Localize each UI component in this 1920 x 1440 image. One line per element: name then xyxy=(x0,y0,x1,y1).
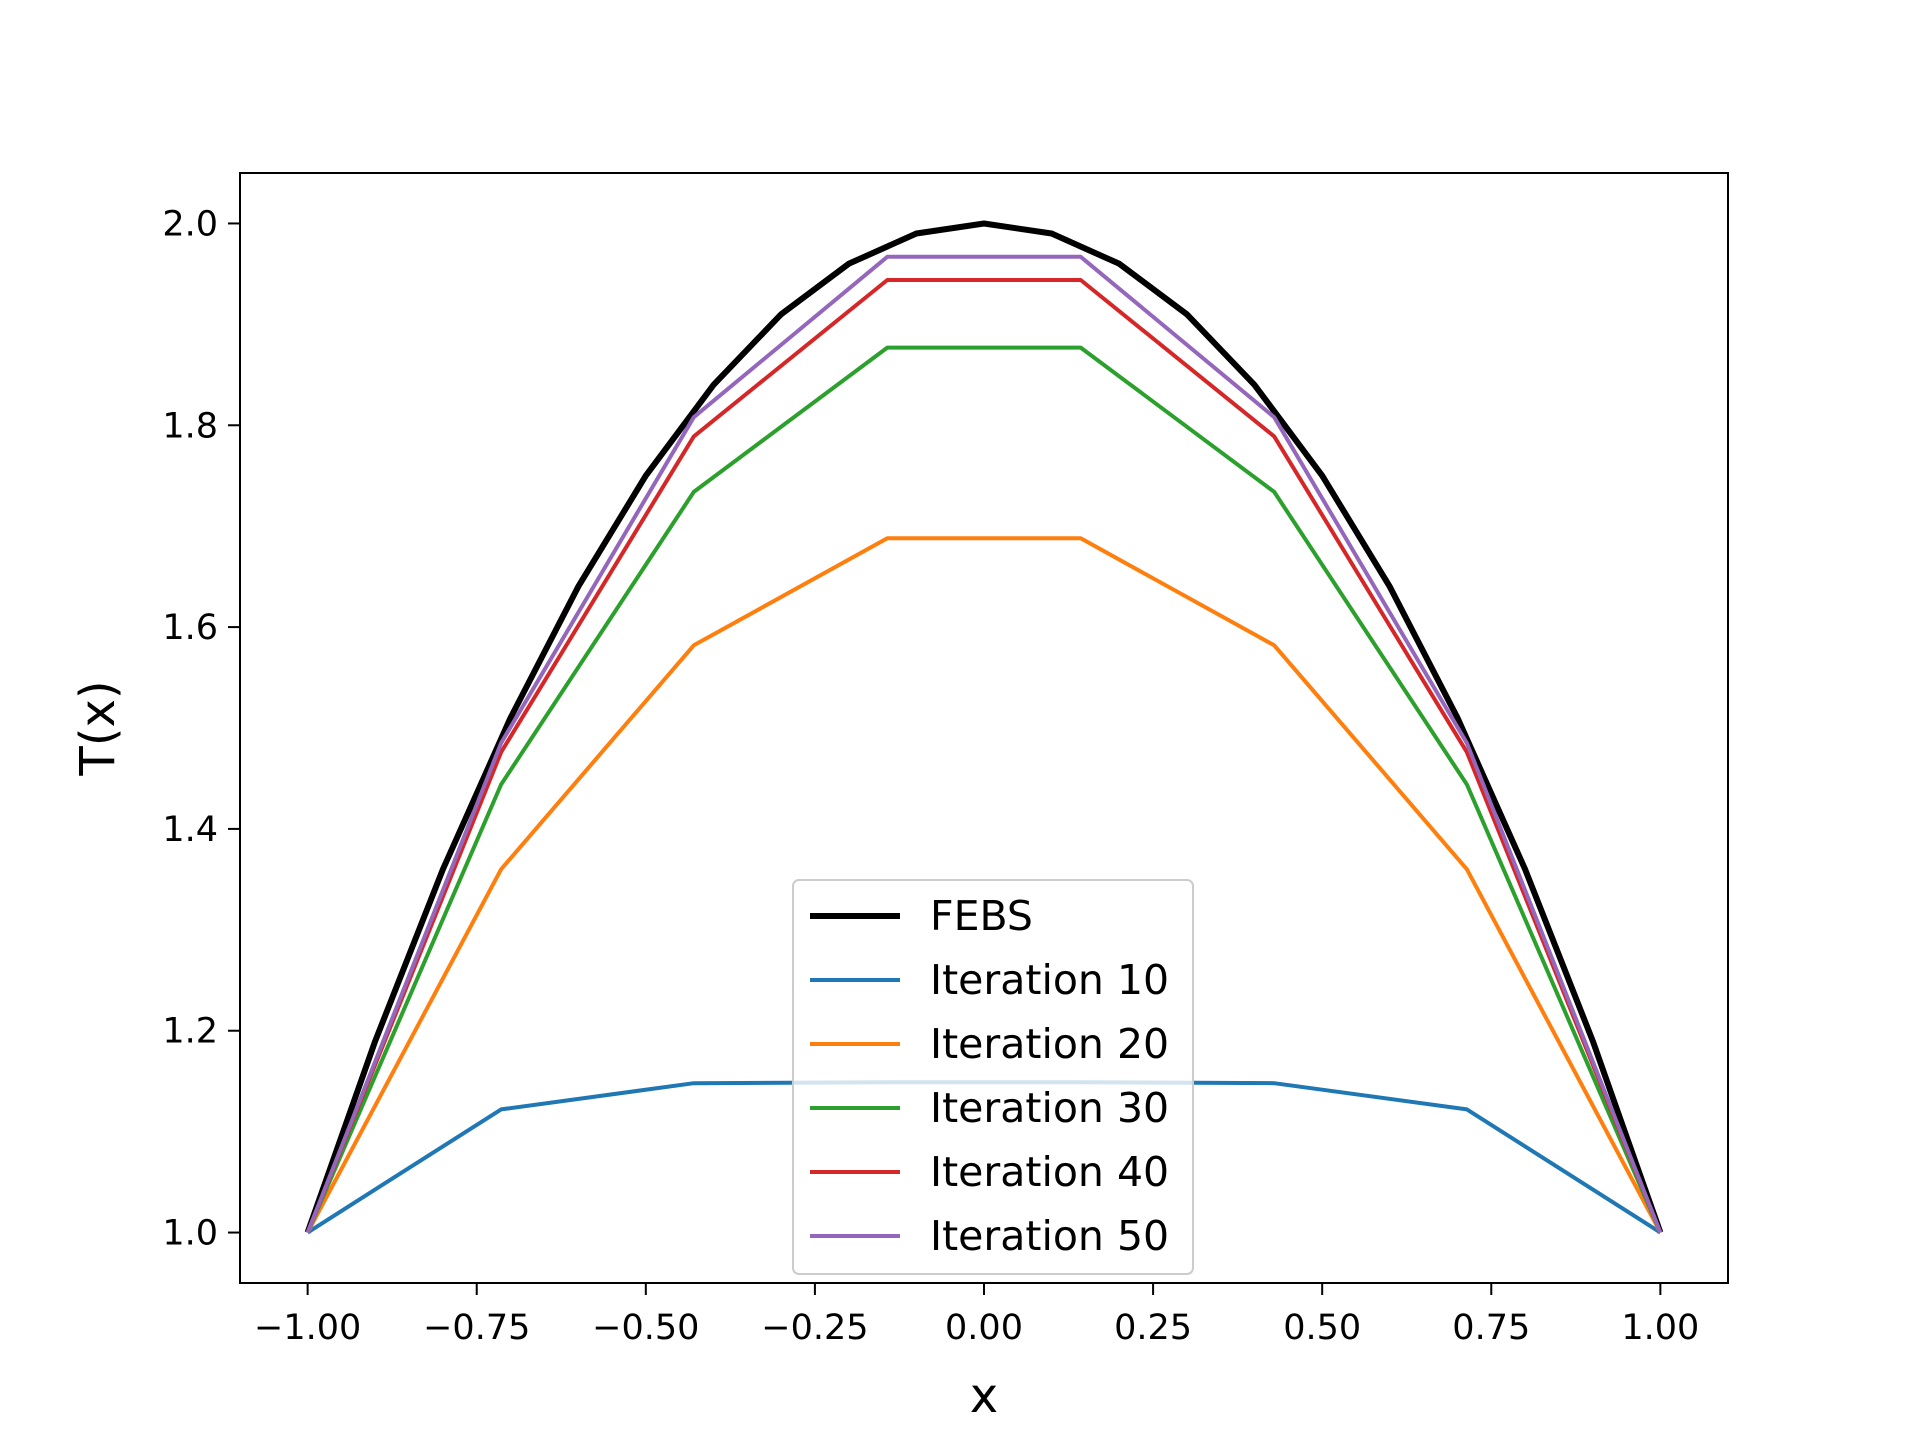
legend-label-iteration-10: Iteration 10 xyxy=(930,956,1169,1004)
y-axis-label: T(x) xyxy=(70,680,126,776)
legend-label-iteration-30: Iteration 30 xyxy=(930,1084,1169,1132)
x-tick-label: 0.25 xyxy=(1114,1308,1192,1348)
legend-label-iteration-50: Iteration 50 xyxy=(930,1212,1169,1260)
x-tick-label: 0.00 xyxy=(945,1308,1023,1348)
legend-label-iteration-20: Iteration 20 xyxy=(930,1020,1169,1068)
x-tick-label: −0.50 xyxy=(592,1308,699,1348)
legend-label-febs: FEBS xyxy=(930,892,1033,940)
x-tick-label: 0.75 xyxy=(1452,1308,1530,1348)
y-tick-label: 1.2 xyxy=(162,1012,218,1052)
y-axis-ticks: 1.0 1.2 1.4 1.6 1.8 2.0 xyxy=(162,204,240,1254)
x-axis-ticks: −1.00 −0.75 −0.50 −0.25 0.00 0.25 0.50 0.75 1.00 xyxy=(254,1283,1699,1348)
x-tick-label: −0.75 xyxy=(423,1308,530,1348)
series-line-iteration-20 xyxy=(305,536,1663,1234)
x-tick-label: 0.50 xyxy=(1283,1308,1361,1348)
y-tick-label: 1.8 xyxy=(162,406,218,446)
y-tick-label: 2.0 xyxy=(162,204,218,244)
series-line-iteration-30 xyxy=(305,345,1663,1234)
x-tick-label: −1.00 xyxy=(254,1308,361,1348)
legend: FEBS Iteration 10 Iteration 20 Iteration 30… xyxy=(792,879,1194,1275)
legend-label-iteration-40: Iteration 40 xyxy=(930,1148,1169,1196)
x-axis-label: x xyxy=(970,1368,998,1424)
series-line-febs xyxy=(304,220,1664,1234)
series-line-iteration-40 xyxy=(305,278,1663,1234)
series-line-iteration-50 xyxy=(305,254,1663,1234)
y-tick-label: 1.6 xyxy=(162,608,218,648)
y-tick-label: 1.4 xyxy=(162,810,218,850)
y-tick-label: 1.0 xyxy=(162,1214,218,1254)
x-tick-label: 1.00 xyxy=(1621,1308,1699,1348)
x-tick-label: −0.25 xyxy=(761,1308,868,1348)
